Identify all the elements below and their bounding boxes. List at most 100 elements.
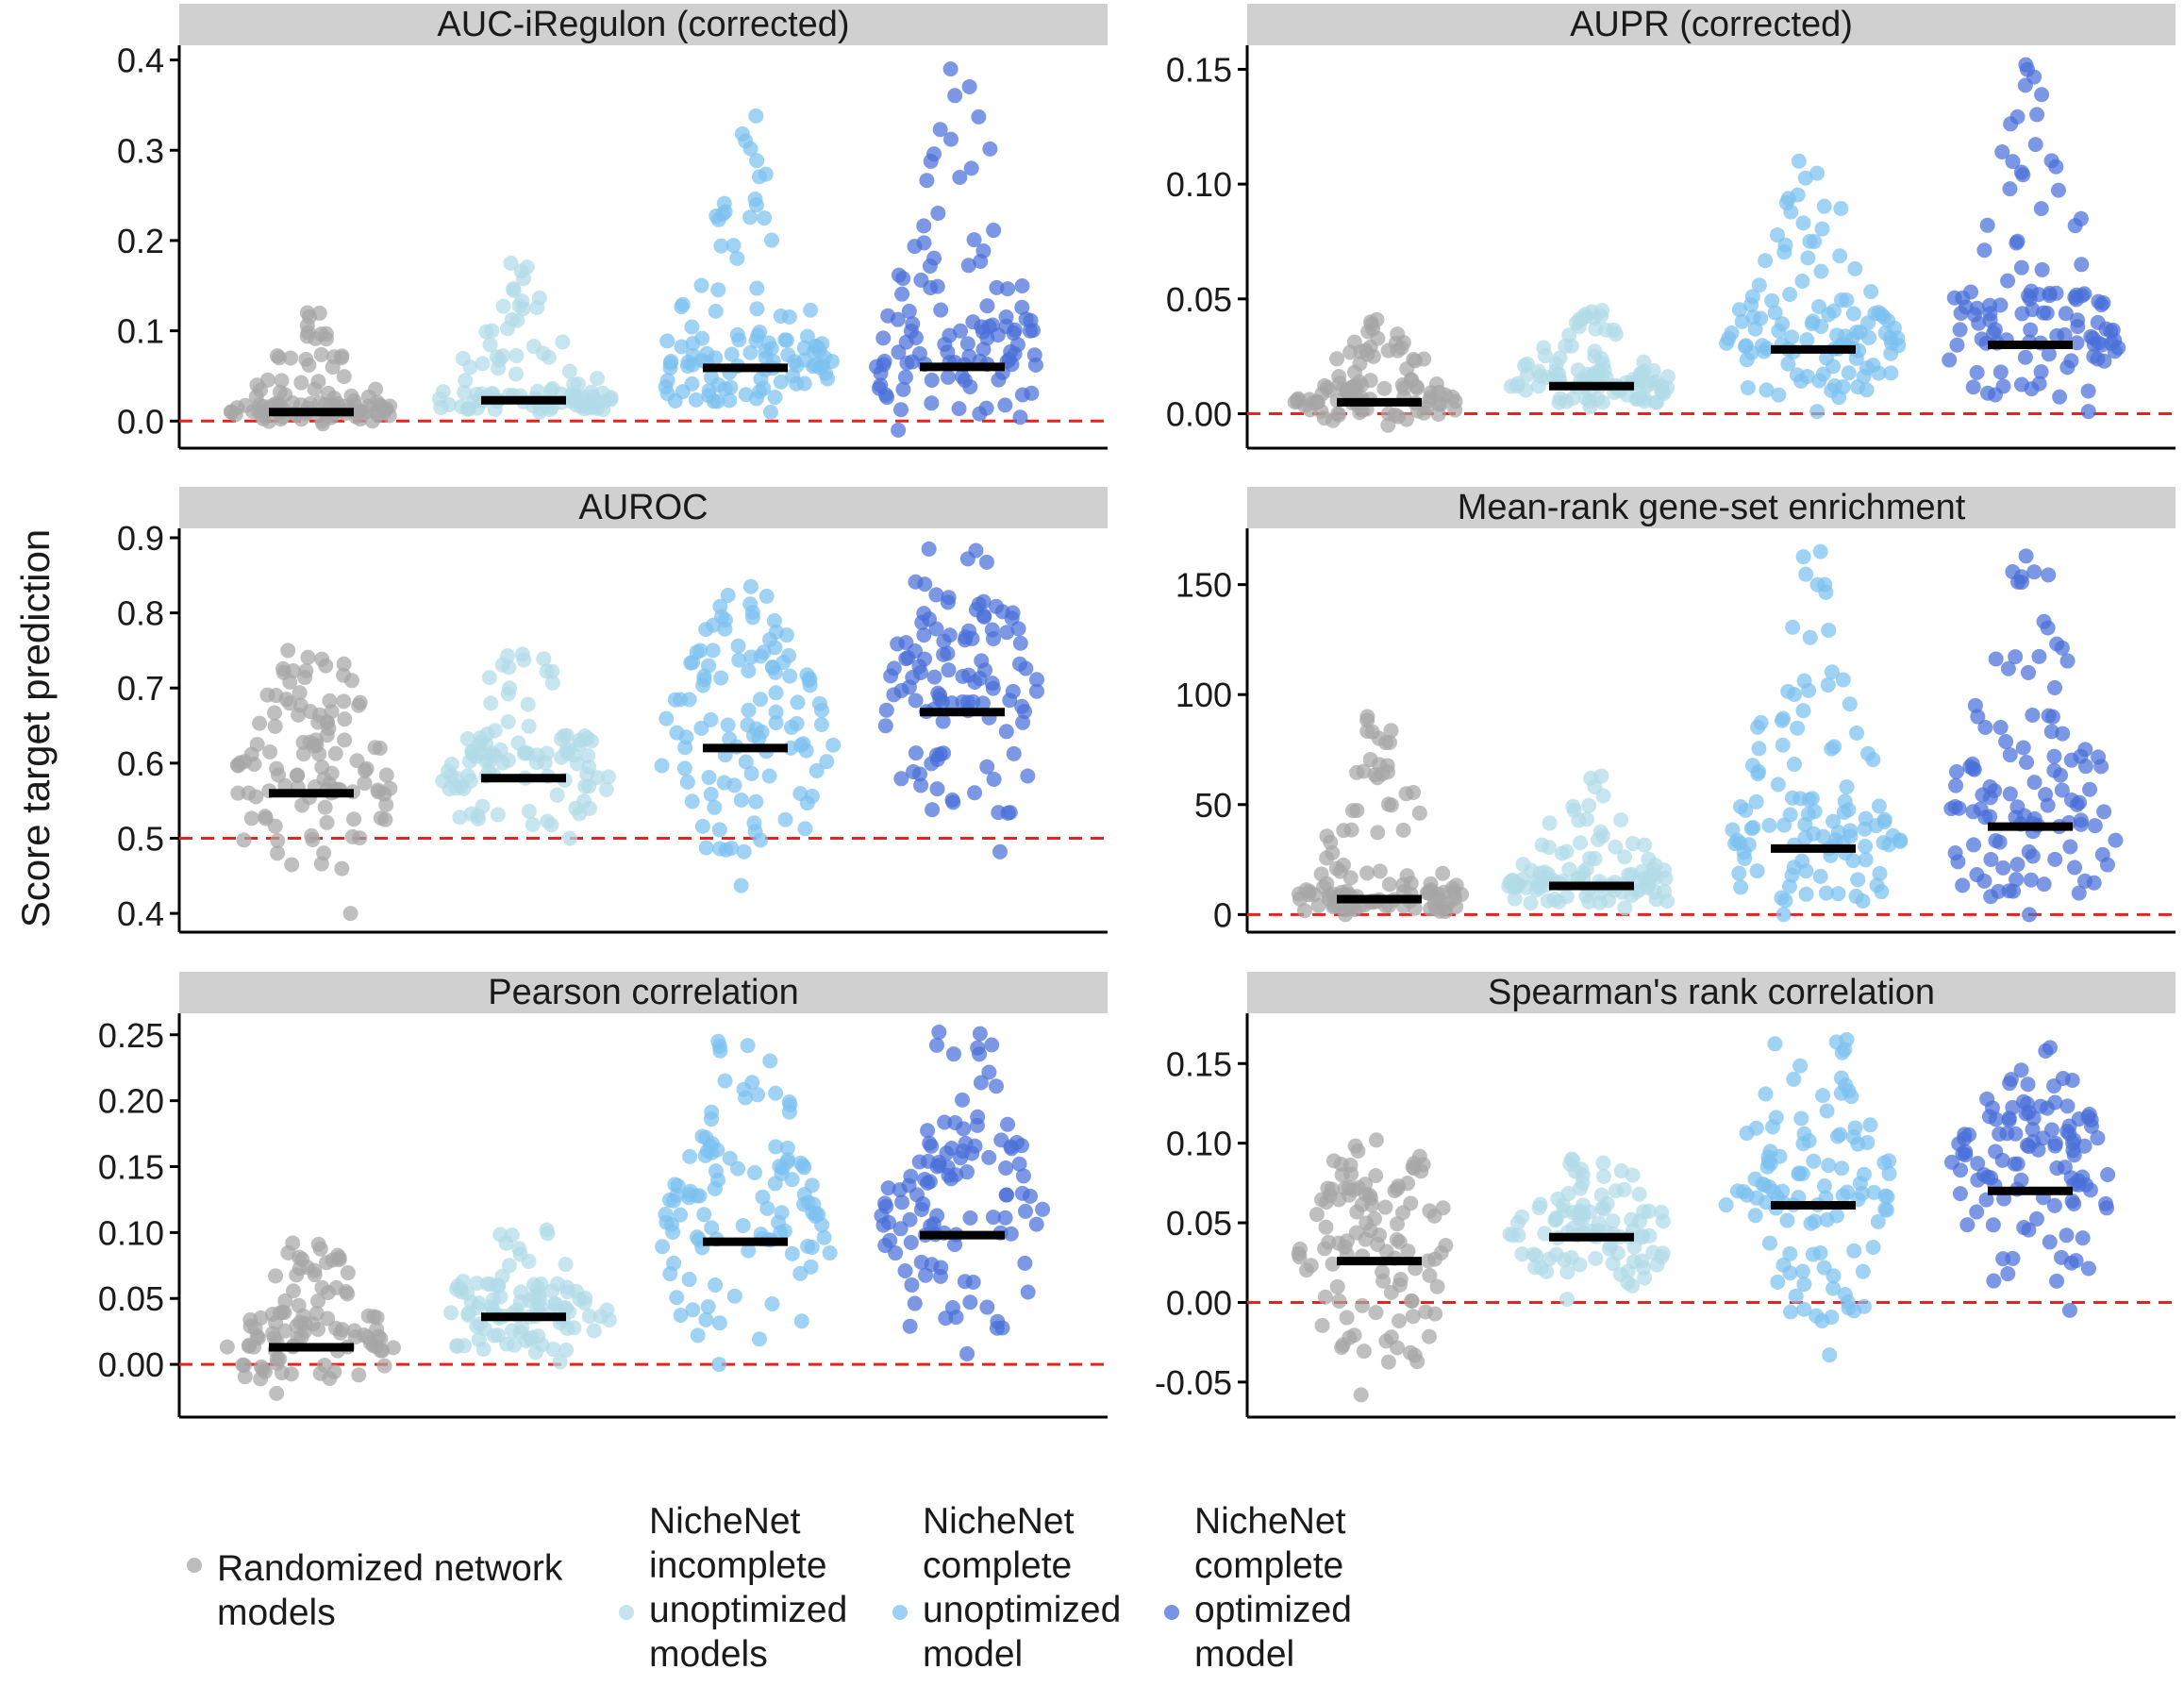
data-point [988, 598, 1004, 614]
data-point [1012, 409, 1028, 426]
data-point [2052, 389, 2068, 405]
data-point [920, 1123, 936, 1139]
data-point [1859, 382, 1875, 398]
legend-label: models [649, 1634, 768, 1675]
data-point [1829, 1128, 1845, 1144]
y-tick-label: 0.20 [98, 1082, 164, 1121]
y-tick-label: 100 [1175, 676, 1232, 714]
data-point [1942, 352, 1958, 368]
y-tick-label: -0.05 [1155, 1363, 1232, 1402]
data-point [1531, 1200, 1547, 1216]
data-point [880, 1180, 896, 1196]
data-point [1761, 1235, 1777, 1251]
data-point [484, 1299, 500, 1315]
data-point [941, 662, 957, 678]
legend-label: incomplete [649, 1545, 827, 1586]
data-point [961, 78, 977, 94]
data-point [331, 1252, 347, 1268]
data-point [1795, 215, 1811, 231]
data-point [1992, 834, 2008, 850]
data-point [1796, 1277, 1812, 1293]
data-point [897, 369, 913, 385]
facet-panels: AUC-iRegulon (corrected)0.00.10.20.30.4A… [98, 4, 2176, 1419]
data-point [998, 1160, 1014, 1176]
y-tick-label: 0.05 [1166, 1204, 1232, 1243]
data-point [822, 1244, 838, 1260]
data-point [1733, 879, 1749, 895]
data-point [1779, 1212, 1795, 1228]
data-point [768, 1085, 784, 1101]
data-point [1784, 329, 1800, 345]
data-point [1559, 1264, 1575, 1280]
data-point [2009, 235, 2025, 251]
series-3 [1719, 153, 1907, 420]
data-point [2067, 218, 2083, 234]
data-point [2031, 648, 2047, 664]
data-point [1014, 387, 1030, 403]
data-point [1988, 1143, 2004, 1160]
data-point [972, 1026, 988, 1042]
data-point [1839, 779, 1855, 795]
legend-label: models [217, 1593, 336, 1633]
data-point [922, 611, 938, 627]
data-point [475, 356, 491, 372]
data-point [310, 1293, 326, 1309]
data-point [2033, 1098, 2049, 1114]
data-point [219, 1339, 235, 1355]
data-point [2029, 107, 2045, 123]
data-point [2043, 1122, 2059, 1138]
data-point [464, 743, 480, 760]
data-point [539, 745, 555, 761]
data-point [1572, 1257, 1588, 1273]
data-point [2030, 287, 2046, 303]
data-point [768, 704, 784, 720]
data-point [521, 803, 537, 819]
series-4 [874, 1024, 1051, 1361]
data-point [1958, 299, 1974, 315]
data-point [1992, 719, 2009, 735]
data-point [753, 832, 769, 848]
series-4 [1943, 548, 2124, 923]
data-point [1976, 242, 1992, 259]
data-point [1381, 876, 1397, 893]
data-point [960, 258, 976, 274]
data-point [1296, 397, 1312, 413]
data-point [762, 1053, 778, 1069]
data-point [700, 1299, 716, 1315]
data-point [378, 767, 394, 783]
data-point [894, 286, 910, 302]
data-point [1555, 1197, 1571, 1213]
data-point [1649, 1257, 1665, 1273]
data-point [542, 402, 559, 418]
data-point [1952, 322, 1968, 338]
data-point [1759, 341, 1775, 357]
data-point [1427, 1306, 1443, 1322]
data-point [337, 732, 353, 748]
data-point [1392, 1313, 1408, 1329]
data-point [248, 389, 264, 405]
data-point [978, 554, 994, 570]
data-point [581, 1309, 597, 1325]
data-point [748, 108, 764, 124]
data-point [521, 718, 537, 734]
y-tick-label: 0.4 [117, 42, 164, 80]
data-point [1359, 865, 1375, 881]
data-point [1595, 1155, 1611, 1171]
data-point [1559, 393, 1575, 409]
data-point [349, 753, 365, 769]
data-point [2034, 87, 2050, 103]
data-point [684, 376, 700, 392]
data-point [229, 400, 245, 416]
data-point [2015, 740, 2031, 756]
data-point [586, 1323, 602, 1339]
data-point [922, 258, 938, 274]
data-point [1344, 378, 1360, 394]
data-point [1758, 253, 1774, 269]
data-point [922, 1174, 938, 1190]
data-point [952, 169, 968, 185]
data-point [559, 1342, 575, 1358]
data-point [681, 1272, 697, 1288]
data-point [481, 670, 497, 686]
data-point [2041, 346, 2057, 362]
data-point [959, 336, 975, 352]
